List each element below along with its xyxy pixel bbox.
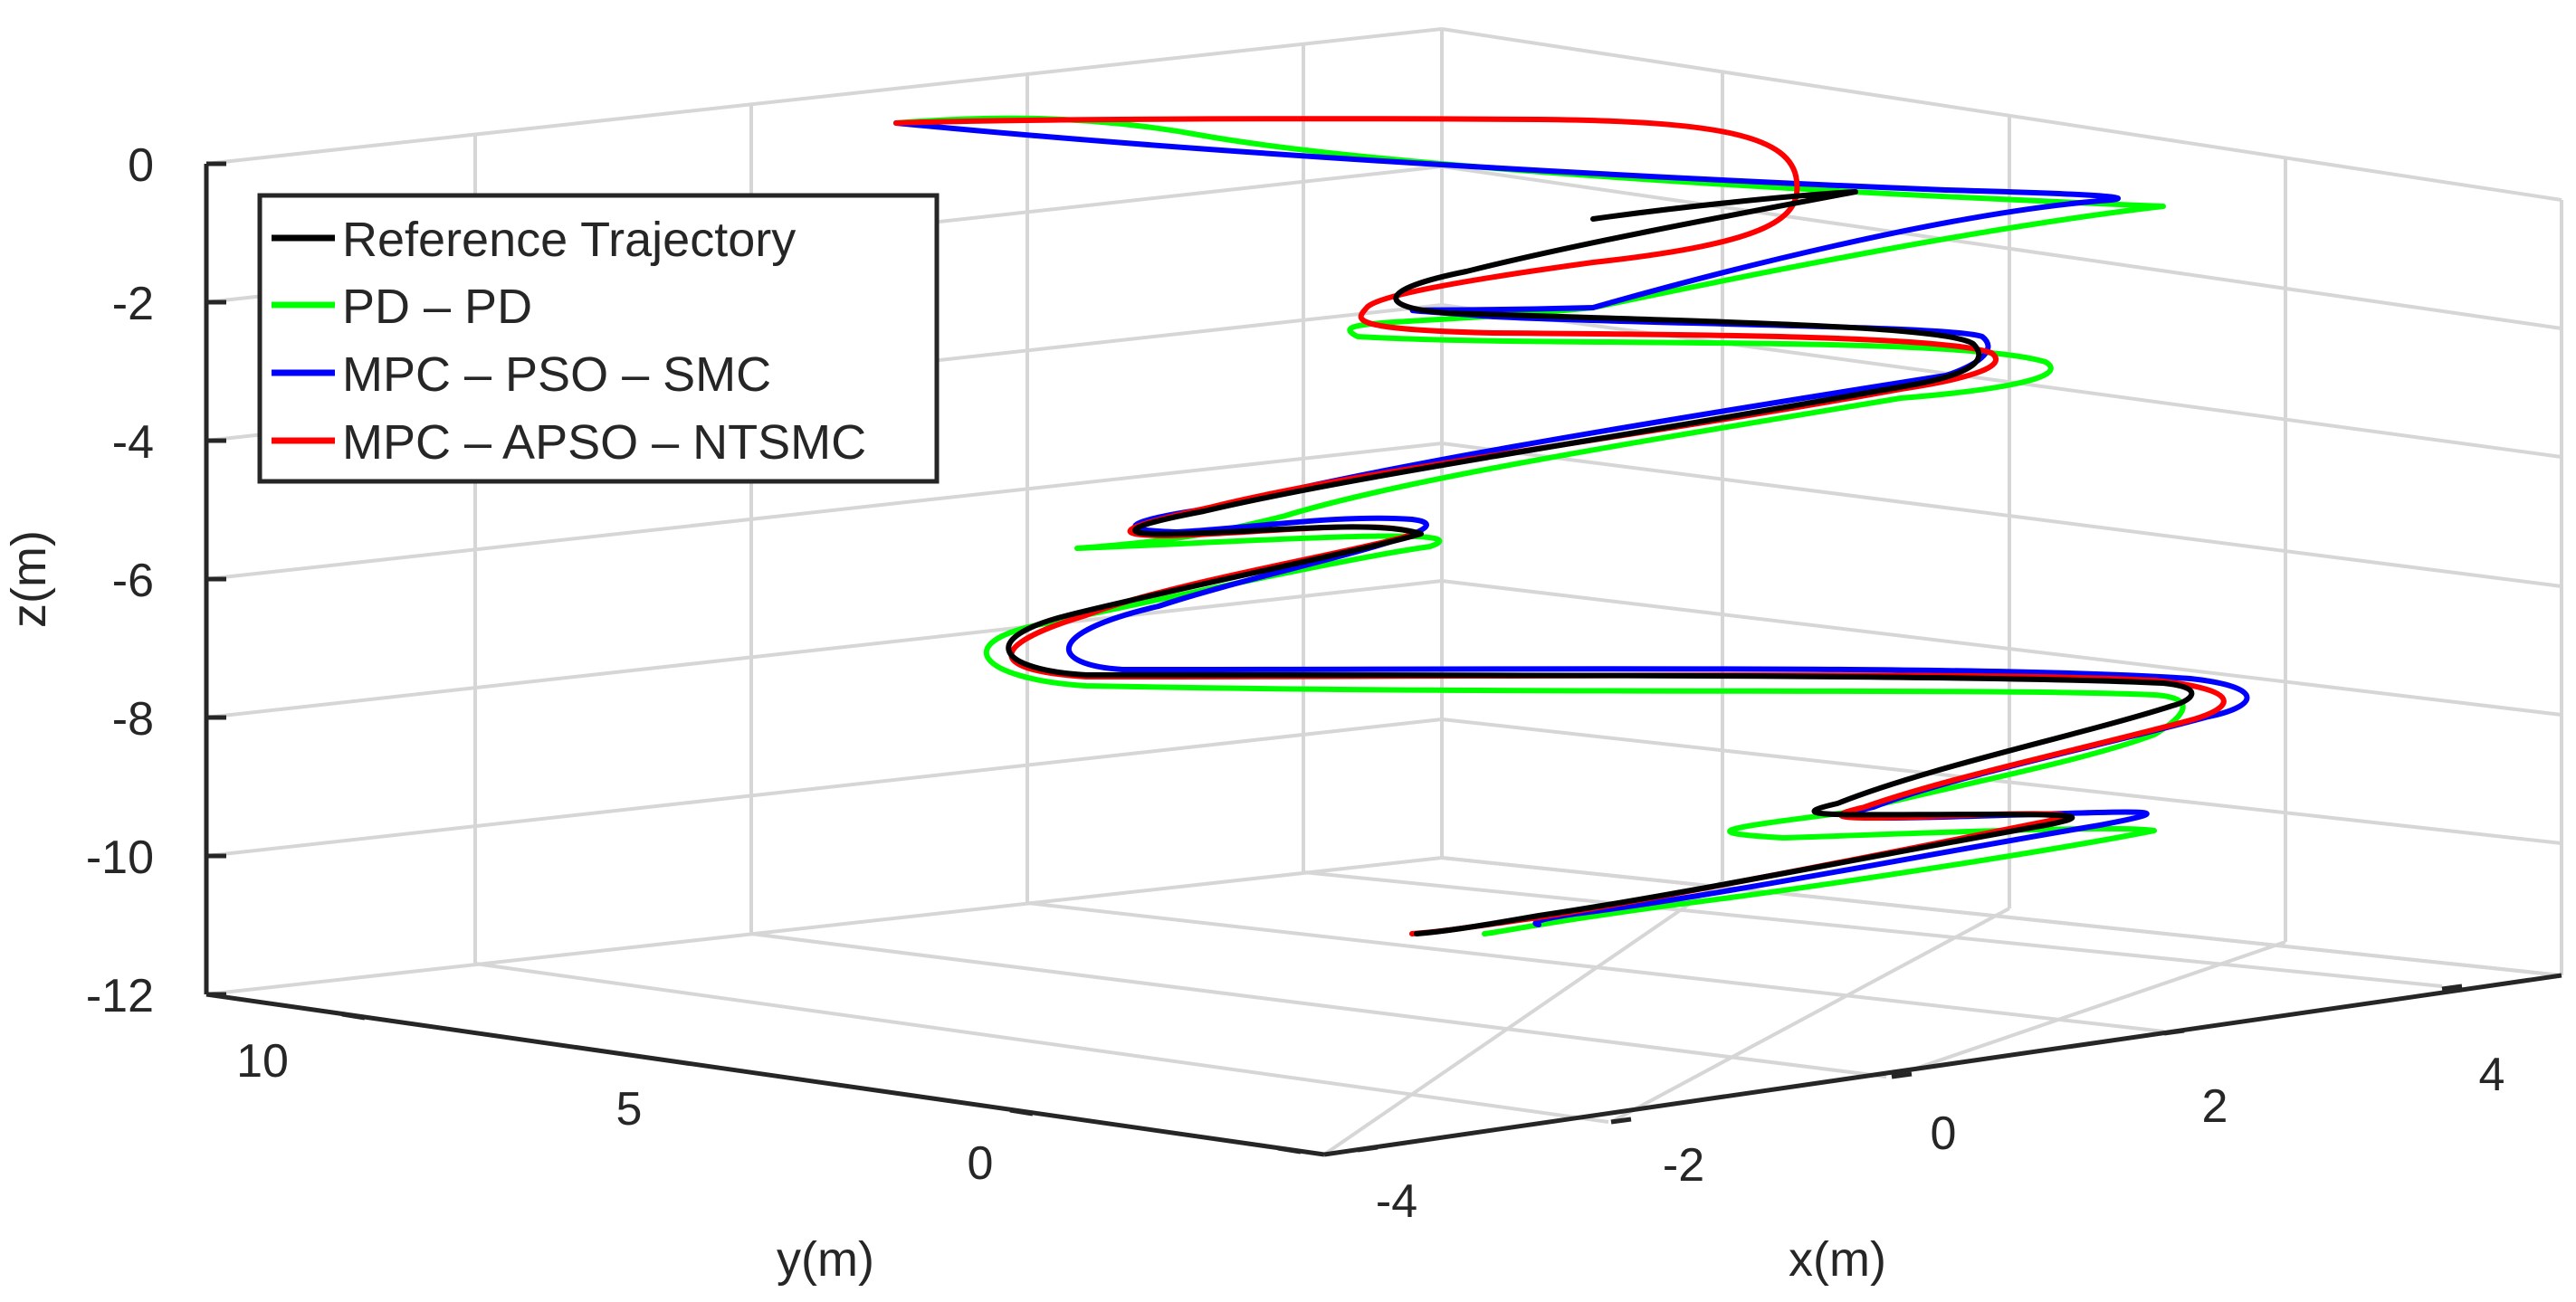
- z-tick-label: 0: [128, 139, 154, 192]
- y-tick-label: 10: [236, 1035, 289, 1088]
- legend-item: PD – PD: [272, 280, 532, 334]
- x-tick-label: 2: [2202, 1080, 2228, 1133]
- z-tick-label: -12: [86, 970, 154, 1022]
- x-tick-labels: -4 -2 0 2 4: [1376, 1049, 2505, 1228]
- z-axis: [204, 161, 226, 997]
- series-line-mpc-apso-ntsmc: [893, 116, 2227, 936]
- z-tick-label: -2: [112, 278, 154, 330]
- y-axis: [205, 992, 1325, 1157]
- grid-side-wall: [205, 27, 1443, 996]
- series-line-mpc-pso-smc: [893, 120, 2250, 927]
- y-tick-label: 5: [616, 1083, 643, 1136]
- x-tick-label: 0: [1931, 1107, 1957, 1160]
- x-tick-label: 4: [2479, 1049, 2505, 1101]
- series-lines: [893, 115, 2250, 936]
- legend-item: MPC – PSO – SMC: [272, 347, 771, 402]
- legend-item: Reference Trajectory: [272, 213, 796, 267]
- y-tick-label: 0: [968, 1137, 994, 1190]
- legend-label: MPC – PSO – SMC: [342, 347, 771, 402]
- legend-item: MPC – APSO – NTSMC: [272, 415, 866, 470]
- z-tick-label: -4: [112, 416, 154, 469]
- x-tick-label: -2: [1663, 1139, 1704, 1192]
- z-tick-label: -6: [112, 555, 154, 607]
- legend-label: Reference Trajectory: [342, 213, 796, 267]
- series-line-reference: [1006, 189, 2195, 936]
- y-axis-label: y(m): [777, 1232, 874, 1287]
- z-tick-label: -8: [112, 693, 154, 746]
- grid-floor: [474, 856, 2562, 1156]
- series-line-pd-pd: [893, 115, 2186, 936]
- z-tick-labels: 0 -2 -4 -6 -8 -10 -12: [86, 139, 154, 1022]
- x-axis: [1323, 973, 2562, 1157]
- legend: Reference Trajectory PD – PD MPC – PSO –…: [257, 193, 940, 484]
- x-axis-label: x(m): [1789, 1232, 1886, 1287]
- x-tick-label: -4: [1376, 1175, 1417, 1228]
- y-tick-labels: 0 5 10: [236, 1035, 993, 1190]
- z-tick-label: -10: [86, 832, 154, 884]
- legend-label: MPC – APSO – NTSMC: [342, 415, 866, 470]
- z-axis-label: z(m): [2, 530, 56, 628]
- legend-label: PD – PD: [342, 280, 532, 334]
- grid-back-wall: [1440, 27, 2563, 977]
- legend-box: [257, 193, 940, 484]
